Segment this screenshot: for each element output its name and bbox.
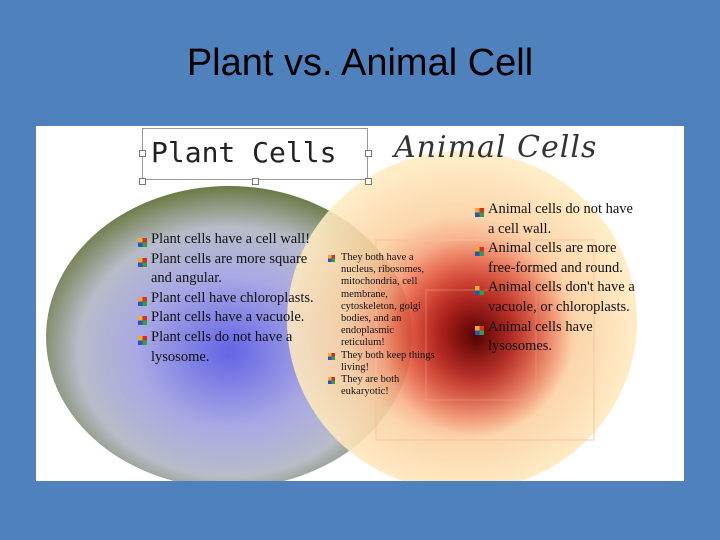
overlap-highlight-box (375, 239, 595, 441)
list-item: Plant cell have chloroplasts. (138, 289, 318, 309)
plant-traits-list: Plant cells have a cell wall! Plant cell… (138, 230, 318, 367)
bullet-icon (328, 352, 335, 360)
list-item: Plant cells have a cell wall! (138, 230, 318, 250)
list-item: They both have a nucleus, ribosomes, mit… (328, 252, 438, 350)
list-item: They are both eukaryotic! (328, 374, 438, 398)
resize-handle (365, 178, 372, 185)
animal-cells-header: Animal Cells (394, 130, 598, 165)
venn-diagram-image: Plant Cells Animal Cells Plant cells hav… (36, 126, 684, 481)
overlap-shadow (381, 236, 571, 436)
shared-traits-list: They both have a nucleus, ribosomes, mit… (328, 252, 438, 398)
resize-handle (139, 178, 146, 185)
list-item: Plant cells do not have a lysosome. (138, 328, 318, 367)
slide-title: Plant vs. Animal Cell (186, 42, 534, 84)
bullet-icon (328, 254, 335, 262)
list-item: Plant cells are more square and angular. (138, 250, 318, 289)
plant-cells-header: Plant Cells (142, 128, 368, 180)
bullet-icon (138, 312, 147, 326)
list-item: Animal cells are more free-formed and ro… (475, 239, 635, 278)
list-item: Animal cells do not have a cell wall. (475, 200, 635, 239)
list-item: Plant cells have a vacuole. (138, 308, 318, 328)
animal-traits-list: Animal cells do not have a cell wall. An… (475, 200, 635, 357)
resize-handle (139, 150, 146, 157)
list-item: Animal cells have lysosomes. (475, 318, 635, 357)
bullet-icon (138, 234, 147, 247)
resize-handle (252, 178, 259, 185)
bullet-icon (475, 204, 484, 217)
resize-handle (365, 150, 372, 157)
bullet-icon (475, 243, 484, 257)
bullet-icon (138, 254, 147, 267)
bullet-icon (475, 282, 484, 296)
venn-circles (46, 151, 637, 481)
bullet-icon (138, 293, 147, 306)
list-item: They both keep things living! (328, 350, 438, 374)
bullet-icon (138, 332, 147, 345)
bullet-icon (475, 322, 484, 335)
list-item: Animal cells don't have a vacuole, or ch… (475, 278, 635, 317)
bullet-icon (328, 376, 335, 385)
